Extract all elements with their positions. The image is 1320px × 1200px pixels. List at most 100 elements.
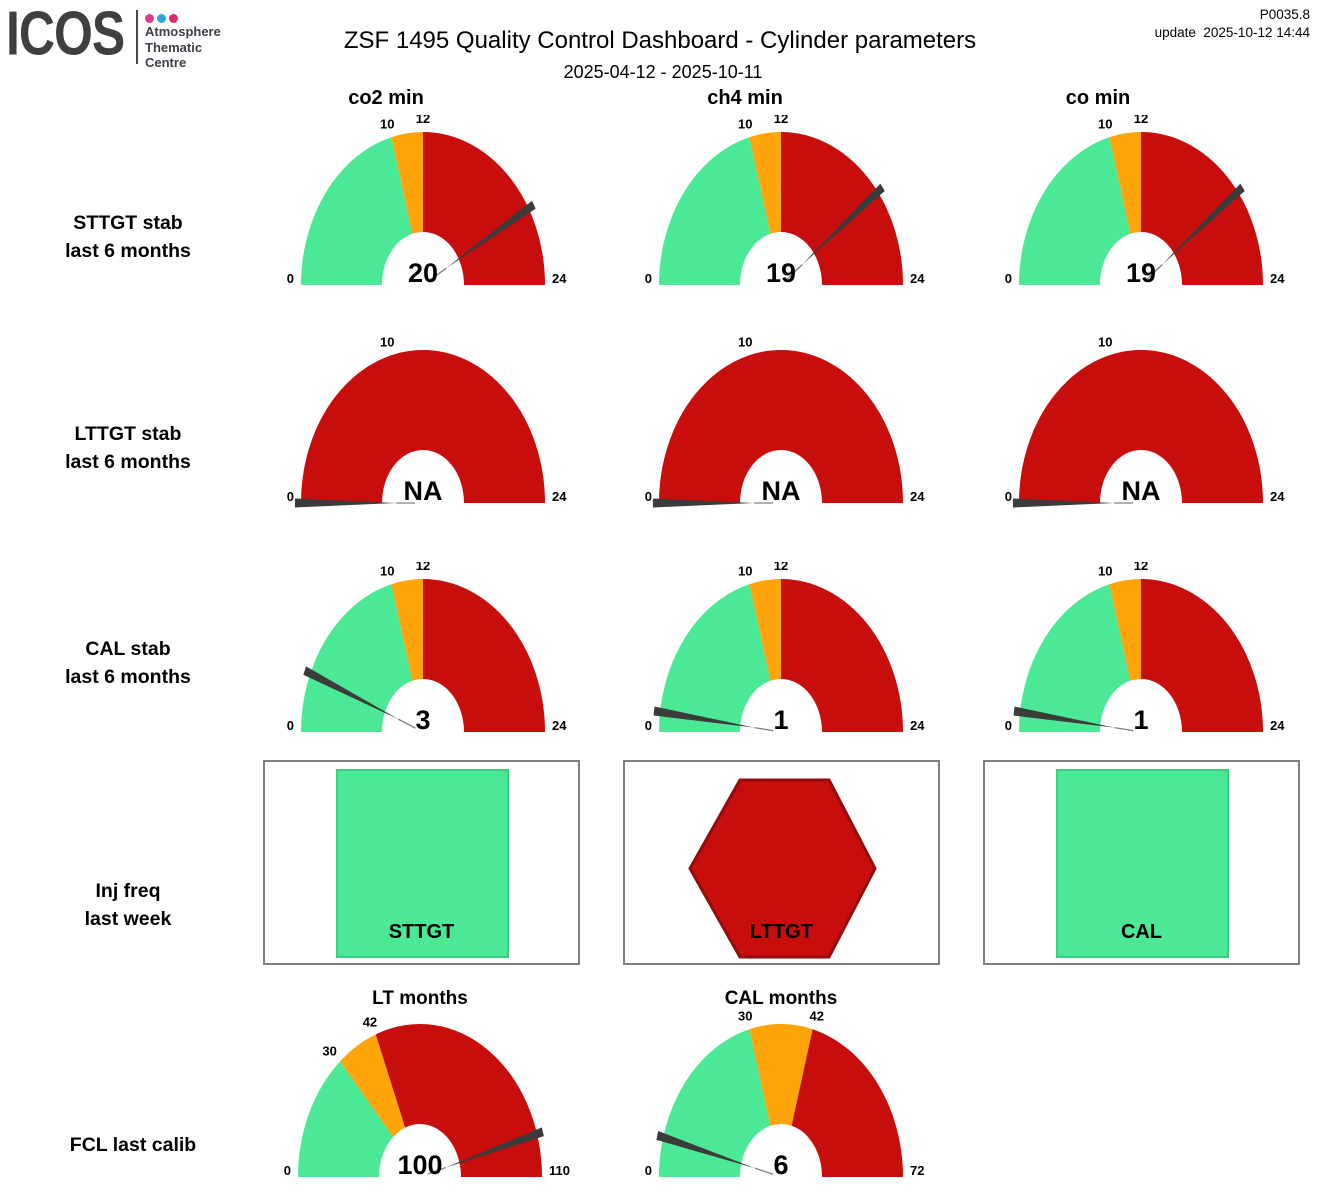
gauge-svg-sttgt-stab-co: 0 10 12 24 19 xyxy=(1005,111,1285,288)
gauge-tick-label: 24 xyxy=(1270,489,1285,504)
gauge-tick-label: 0 xyxy=(287,718,294,733)
gauge-band-red xyxy=(1141,579,1263,732)
logo-subtitle-line2: Thematic xyxy=(145,39,203,55)
gauge-needle xyxy=(802,183,885,265)
gauge-cal-stab-co2: 0 10 12 24 3 xyxy=(263,558,583,747)
gauge-lttgt-stab-ch4: 0 10 24 NA xyxy=(621,333,941,518)
inj-freq-hexagon-lttgt xyxy=(688,778,877,959)
gauge-band-red xyxy=(1141,132,1263,285)
gauge-needle-hairline xyxy=(754,1167,774,1176)
gauge-band-orange xyxy=(391,132,423,234)
gauge-tick-label: 24 xyxy=(910,489,925,504)
logo-dot-pink-icon xyxy=(145,14,154,23)
logo-dot-blue-icon xyxy=(157,14,166,23)
gauge-tick-label: 0 xyxy=(645,489,652,504)
gauge-svg-fcl-lt-months: 0 30 42 110 100 xyxy=(284,1014,570,1180)
gauge-band-red xyxy=(1019,350,1263,503)
inj-freq-label-cal: CAL xyxy=(1120,921,1163,943)
logo-divider xyxy=(136,10,138,64)
column-header-ch4: ch4 min xyxy=(707,87,783,109)
inj-freq-shape-slot xyxy=(985,762,1298,963)
gauge-needle xyxy=(652,498,755,508)
row-label-line: LTTGT stab xyxy=(74,423,182,445)
gauge-band-green xyxy=(659,137,771,285)
gauge-tick-label: 0 xyxy=(287,271,294,286)
gauge-lttgt-stab-co: 0 10 24 NA xyxy=(981,333,1301,518)
row-label-line: last 6 months xyxy=(65,451,191,473)
gauge-band-green xyxy=(301,137,413,285)
gauge-svg-fcl-cal-months: 0 30 42 72 6 xyxy=(645,1009,925,1180)
gauge-tick-label: 12 xyxy=(416,562,430,573)
gauge-band-orange xyxy=(391,579,423,681)
gauge-needle-hairline xyxy=(397,718,416,729)
gauge-needle xyxy=(446,200,536,269)
gauge-band-green xyxy=(1019,137,1131,285)
gauge-value: 1 xyxy=(773,705,788,735)
gauge-fcl-lt-months: 0 30 42 110 100 xyxy=(260,1007,580,1192)
gauge-band-red xyxy=(781,579,903,732)
logo-subtitle-line1: Atmosphere xyxy=(145,24,221,39)
gauge-tick-label: 12 xyxy=(1134,562,1148,573)
gauge-value: NA xyxy=(1122,476,1161,506)
gauge-svg-sttgt-stab-ch4: 0 10 12 24 19 xyxy=(645,111,925,288)
gauge-sttgt-stab-co: 0 10 12 24 19 xyxy=(981,111,1301,300)
gauge-svg-lttgt-stab-ch4: 0 10 24 NA xyxy=(645,335,925,508)
gauge-tick-label: 0 xyxy=(645,718,652,733)
gauge-tick-label: 0 xyxy=(287,489,294,504)
inj-freq-shape-slot xyxy=(265,762,578,963)
gauge-tick-label: 24 xyxy=(1270,718,1285,733)
row-label-line: FCL last calib xyxy=(69,1134,197,1156)
gauge-cal-stab-ch4: 0 10 12 24 1 xyxy=(621,558,941,747)
gauge-value: 19 xyxy=(766,258,796,288)
row-label-line: Inj freq xyxy=(95,880,161,902)
gauge-tick-label: 0 xyxy=(645,271,652,286)
gauge-band-orange xyxy=(749,132,781,234)
gauge-tick-label: 42 xyxy=(809,1009,823,1024)
gauge-band-red xyxy=(423,579,545,732)
gauge-needle-hairline xyxy=(427,1166,446,1175)
gauge-band-green xyxy=(659,584,771,732)
row-label-line: last week xyxy=(84,908,172,930)
logo-dots-icon xyxy=(145,14,178,23)
gauge-value: 20 xyxy=(408,258,438,288)
gauge-svg-cal-stab-co2: 0 10 12 24 3 xyxy=(287,558,567,735)
gauge-svg-lttgt-stab-co2: 0 10 24 NA xyxy=(287,335,567,508)
gauge-title-lt-months: LT months xyxy=(372,988,468,1009)
gauge-svg-cal-stab-ch4: 0 10 12 24 1 xyxy=(645,558,925,735)
gauge-needle-hairline xyxy=(429,267,447,281)
gauge-needle xyxy=(294,498,397,508)
gauge-band-red xyxy=(781,132,903,285)
gauge-tick-label: 10 xyxy=(1098,564,1112,579)
inj-freq-panel-sttgt: STTGT xyxy=(263,760,580,965)
gauge-band-red xyxy=(301,350,545,503)
gauge-tick-label: 30 xyxy=(738,1009,752,1024)
inj-freq-square-sttgt xyxy=(336,769,509,958)
row-label-fcl-last-calib: FCL last calib xyxy=(13,1131,253,1159)
gauge-needle-hairline xyxy=(1114,726,1134,732)
row-label-cal-stab: CAL stab last 6 months xyxy=(8,635,248,691)
gauge-tick-label: 24 xyxy=(552,271,567,286)
row-label-inj-freq: Inj freq last week xyxy=(8,877,248,933)
gauge-needle xyxy=(653,706,755,728)
row-label-lttgt-stab: LTTGT stab last 6 months xyxy=(8,420,248,476)
update-time: 2025-10-12 14:44 xyxy=(1203,25,1310,40)
report-id: P0035.8 xyxy=(1259,7,1310,22)
icos-logo: ICOS xyxy=(6,2,125,65)
logo-dot-crimson-icon xyxy=(169,14,178,23)
gauge-sttgt-stab-ch4: 0 10 12 24 19 xyxy=(621,111,941,300)
gauge-needle-hairline xyxy=(754,726,774,732)
update-timestamp: update 2025-10-12 14:44 xyxy=(1155,25,1310,40)
gauge-value: NA xyxy=(762,476,801,506)
gauge-sttgt-stab-co2: 0 10 12 24 20 xyxy=(263,111,583,300)
gauge-tick-label: 24 xyxy=(552,489,567,504)
gauge-band-red xyxy=(375,1023,542,1177)
inj-freq-square-cal xyxy=(1056,769,1229,958)
gauge-tick-label: 0 xyxy=(1005,271,1012,286)
gauge-needle xyxy=(303,666,399,720)
gauge-band-orange xyxy=(749,579,781,681)
gauge-tick-label: 12 xyxy=(416,115,430,126)
page-title: ZSF 1495 Quality Control Dashboard - Cyl… xyxy=(343,27,977,54)
inj-freq-panel-cal: CAL xyxy=(983,760,1300,965)
row-label-line: CAL stab xyxy=(85,638,171,660)
